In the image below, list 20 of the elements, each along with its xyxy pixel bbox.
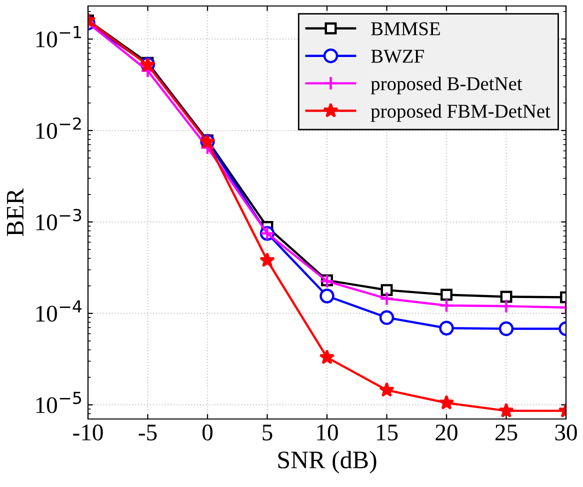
x-axis-title: SNR (dB) — [278, 450, 376, 474]
legend-label: BWZF — [371, 50, 424, 63]
y-tick-label: 10$^{−2}$ — [36, 117, 81, 139]
x-tick-label: 30 — [555, 424, 577, 440]
y-tick-label: 10$^{−4}$ — [36, 300, 82, 322]
x-tick-label: 20 — [436, 424, 458, 440]
y-axis-title: BER — [7, 188, 24, 236]
legend-label: proposed B-DetNet — [370, 76, 522, 94]
legend-label: BMMSE — [371, 22, 440, 36]
x-tick-label: 25 — [495, 424, 518, 440]
legend-label: proposed FBM-DetNet — [370, 104, 550, 122]
x-tick-label: 0 — [202, 424, 213, 440]
y-tick-label: 10$^{−3}$ — [36, 208, 82, 230]
y-tick-label: 10$^{−5}$ — [36, 392, 82, 414]
x-tick-label: 5 — [262, 424, 272, 440]
x-tick-label: 10 — [317, 424, 338, 440]
x-tick-label: -5 — [138, 424, 157, 440]
x-tick-label: -10 — [73, 424, 103, 440]
y-tick-label: 10$^{−1}$ — [36, 26, 81, 48]
x-tick-label: 15 — [377, 424, 398, 440]
